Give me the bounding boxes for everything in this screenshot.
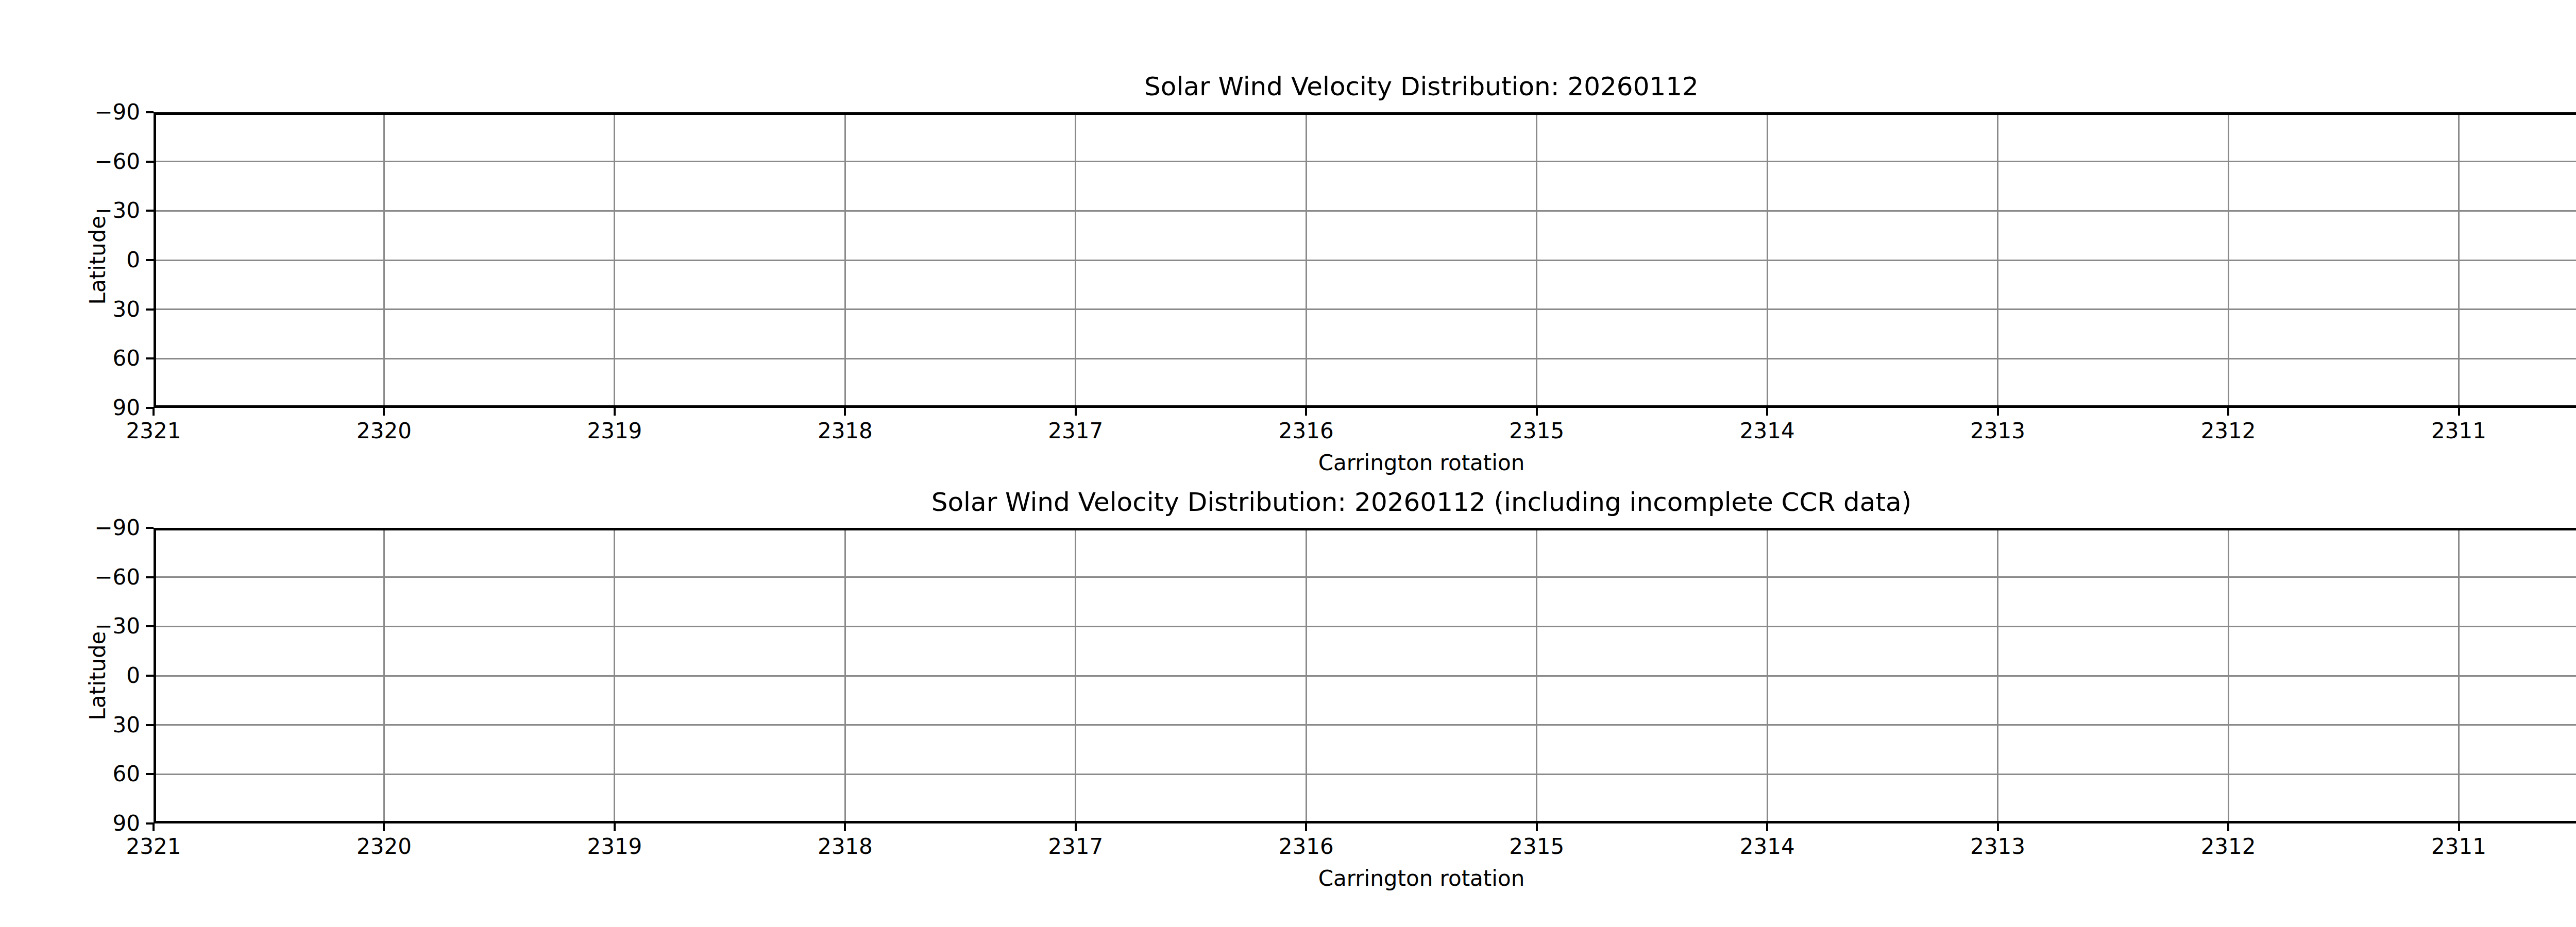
y-tick-mark [146, 675, 154, 677]
x-tick-label: 2318 [783, 418, 907, 444]
y-tick-label: 30 [27, 712, 140, 738]
bottom-x-axis-label: Carrington rotation [154, 866, 2576, 891]
y-tick-mark [146, 773, 154, 775]
x-tick-label: 2315 [1475, 418, 1599, 444]
y-tick-mark [146, 724, 154, 726]
x-tick-mark [1766, 408, 1768, 416]
y-tick-label: −30 [27, 198, 140, 224]
x-tick-mark [2458, 408, 2460, 416]
y-tick-mark [146, 527, 154, 529]
x-tick-mark [614, 823, 616, 831]
x-tick-mark [1305, 408, 1307, 416]
top-x-axis-label: Carrington rotation [154, 450, 2576, 476]
x-tick-mark [1536, 823, 1538, 831]
bottom-plot-area [154, 528, 2576, 823]
x-tick-mark [2227, 823, 2229, 831]
x-tick-label: 2319 [553, 418, 676, 444]
x-tick-mark [1075, 823, 1077, 831]
y-tick-mark [146, 576, 154, 578]
figure: Solar Wind Velocity Distribution: 202601… [0, 0, 2576, 927]
y-tick-label: 0 [27, 247, 140, 273]
y-tick-label: −90 [27, 515, 140, 541]
y-tick-mark [146, 357, 154, 359]
y-tick-mark [146, 210, 154, 212]
x-tick-mark [383, 823, 385, 831]
x-tick-mark [152, 408, 155, 416]
y-tick-label: −60 [27, 564, 140, 590]
top-plot-area [154, 112, 2576, 408]
x-tick-label: 2316 [1244, 418, 1368, 444]
x-tick-mark [844, 823, 846, 831]
y-tick-mark [146, 308, 154, 311]
x-tick-label: 2314 [1705, 418, 1829, 444]
x-tick-label: 2314 [1705, 834, 1829, 860]
y-tick-mark [146, 407, 154, 409]
y-tick-mark [146, 259, 154, 261]
x-tick-mark [1997, 408, 1999, 416]
x-tick-label: 2312 [2166, 418, 2290, 444]
y-tick-mark [146, 822, 154, 825]
y-tick-mark [146, 625, 154, 627]
x-tick-mark [1536, 408, 1538, 416]
y-tick-label: 30 [27, 297, 140, 322]
y-tick-label: 90 [27, 395, 140, 421]
x-tick-label: 2319 [553, 834, 676, 860]
y-tick-mark [146, 111, 154, 113]
y-tick-label: 60 [27, 346, 140, 371]
x-tick-mark [1997, 823, 1999, 831]
x-tick-mark [383, 408, 385, 416]
x-tick-label: 2321 [92, 418, 215, 444]
x-tick-label: 2318 [783, 834, 907, 860]
top-chart-title: Solar Wind Velocity Distribution: 202601… [154, 72, 2576, 101]
x-tick-label: 2321 [92, 834, 215, 860]
y-tick-label: 60 [27, 761, 140, 787]
x-tick-label: 2316 [1244, 834, 1368, 860]
y-tick-label: −90 [27, 99, 140, 125]
x-tick-mark [1305, 823, 1307, 831]
x-tick-label: 2317 [1014, 418, 1138, 444]
y-tick-label: 0 [27, 663, 140, 689]
y-tick-label: 90 [27, 811, 140, 836]
bottom-chart-title: Solar Wind Velocity Distribution: 202601… [154, 488, 2576, 517]
x-tick-label: 2311 [2397, 418, 2521, 444]
x-tick-label: 2313 [1936, 834, 2060, 860]
x-tick-mark [2227, 408, 2229, 416]
x-tick-mark [614, 408, 616, 416]
x-tick-mark [1766, 823, 1768, 831]
x-tick-label: 2312 [2166, 834, 2290, 860]
x-tick-label: 2320 [322, 834, 446, 860]
y-tick-label: −30 [27, 613, 140, 639]
x-tick-mark [1075, 408, 1077, 416]
x-tick-label: 2313 [1936, 418, 2060, 444]
x-tick-label: 2320 [322, 418, 446, 444]
y-tick-label: −60 [27, 149, 140, 175]
x-tick-mark [152, 823, 155, 831]
x-tick-mark [2458, 823, 2460, 831]
x-tick-label: 2317 [1014, 834, 1138, 860]
x-tick-label: 2315 [1475, 834, 1599, 860]
y-tick-mark [146, 161, 154, 163]
x-tick-mark [844, 408, 846, 416]
x-tick-label: 2311 [2397, 834, 2521, 860]
